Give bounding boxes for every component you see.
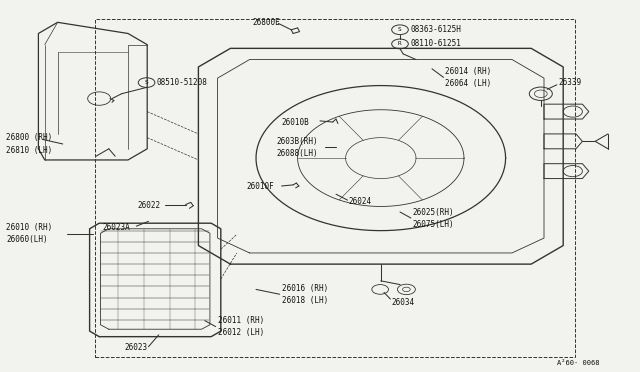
Text: 08510-51208: 08510-51208 [157, 78, 207, 87]
Text: 26088(LH): 26088(LH) [276, 149, 318, 158]
Text: 26800 (RH): 26800 (RH) [6, 133, 52, 142]
Text: 26075(LH): 26075(LH) [413, 220, 454, 229]
Text: 26014 (RH): 26014 (RH) [445, 67, 491, 76]
Text: 08363-6125H: 08363-6125H [411, 25, 461, 34]
Text: 26018 (LH): 26018 (LH) [282, 296, 328, 305]
Text: 26016 (RH): 26016 (RH) [282, 284, 328, 293]
Text: 2603B(RH): 2603B(RH) [276, 137, 318, 146]
Text: R: R [398, 41, 402, 46]
Text: 26010 (RH): 26010 (RH) [6, 223, 52, 232]
Text: 26012 (LH): 26012 (LH) [218, 328, 264, 337]
Text: S: S [398, 27, 402, 32]
Text: 26810 (LH): 26810 (LH) [6, 146, 52, 155]
Text: S: S [145, 80, 148, 85]
Text: 26060(LH): 26060(LH) [6, 235, 48, 244]
Text: 26064 (LH): 26064 (LH) [445, 79, 491, 88]
Text: 26339: 26339 [559, 78, 582, 87]
Text: 26024: 26024 [349, 197, 372, 206]
Text: 26022: 26022 [138, 201, 161, 210]
Text: 26023A: 26023A [102, 223, 130, 232]
Text: 26010B: 26010B [282, 118, 309, 126]
Bar [95, 19, 575, 357]
Text: 08110-61251: 08110-61251 [411, 39, 461, 48]
Text: 26800E: 26800E [253, 18, 280, 27]
Text: 26023: 26023 [125, 343, 148, 352]
Text: 26011 (RH): 26011 (RH) [218, 316, 264, 325]
Text: A²60· 0068: A²60· 0068 [557, 360, 599, 366]
Text: 26010F: 26010F [246, 182, 274, 191]
Text: 26034: 26034 [392, 298, 415, 307]
Text: 26025(RH): 26025(RH) [413, 208, 454, 217]
